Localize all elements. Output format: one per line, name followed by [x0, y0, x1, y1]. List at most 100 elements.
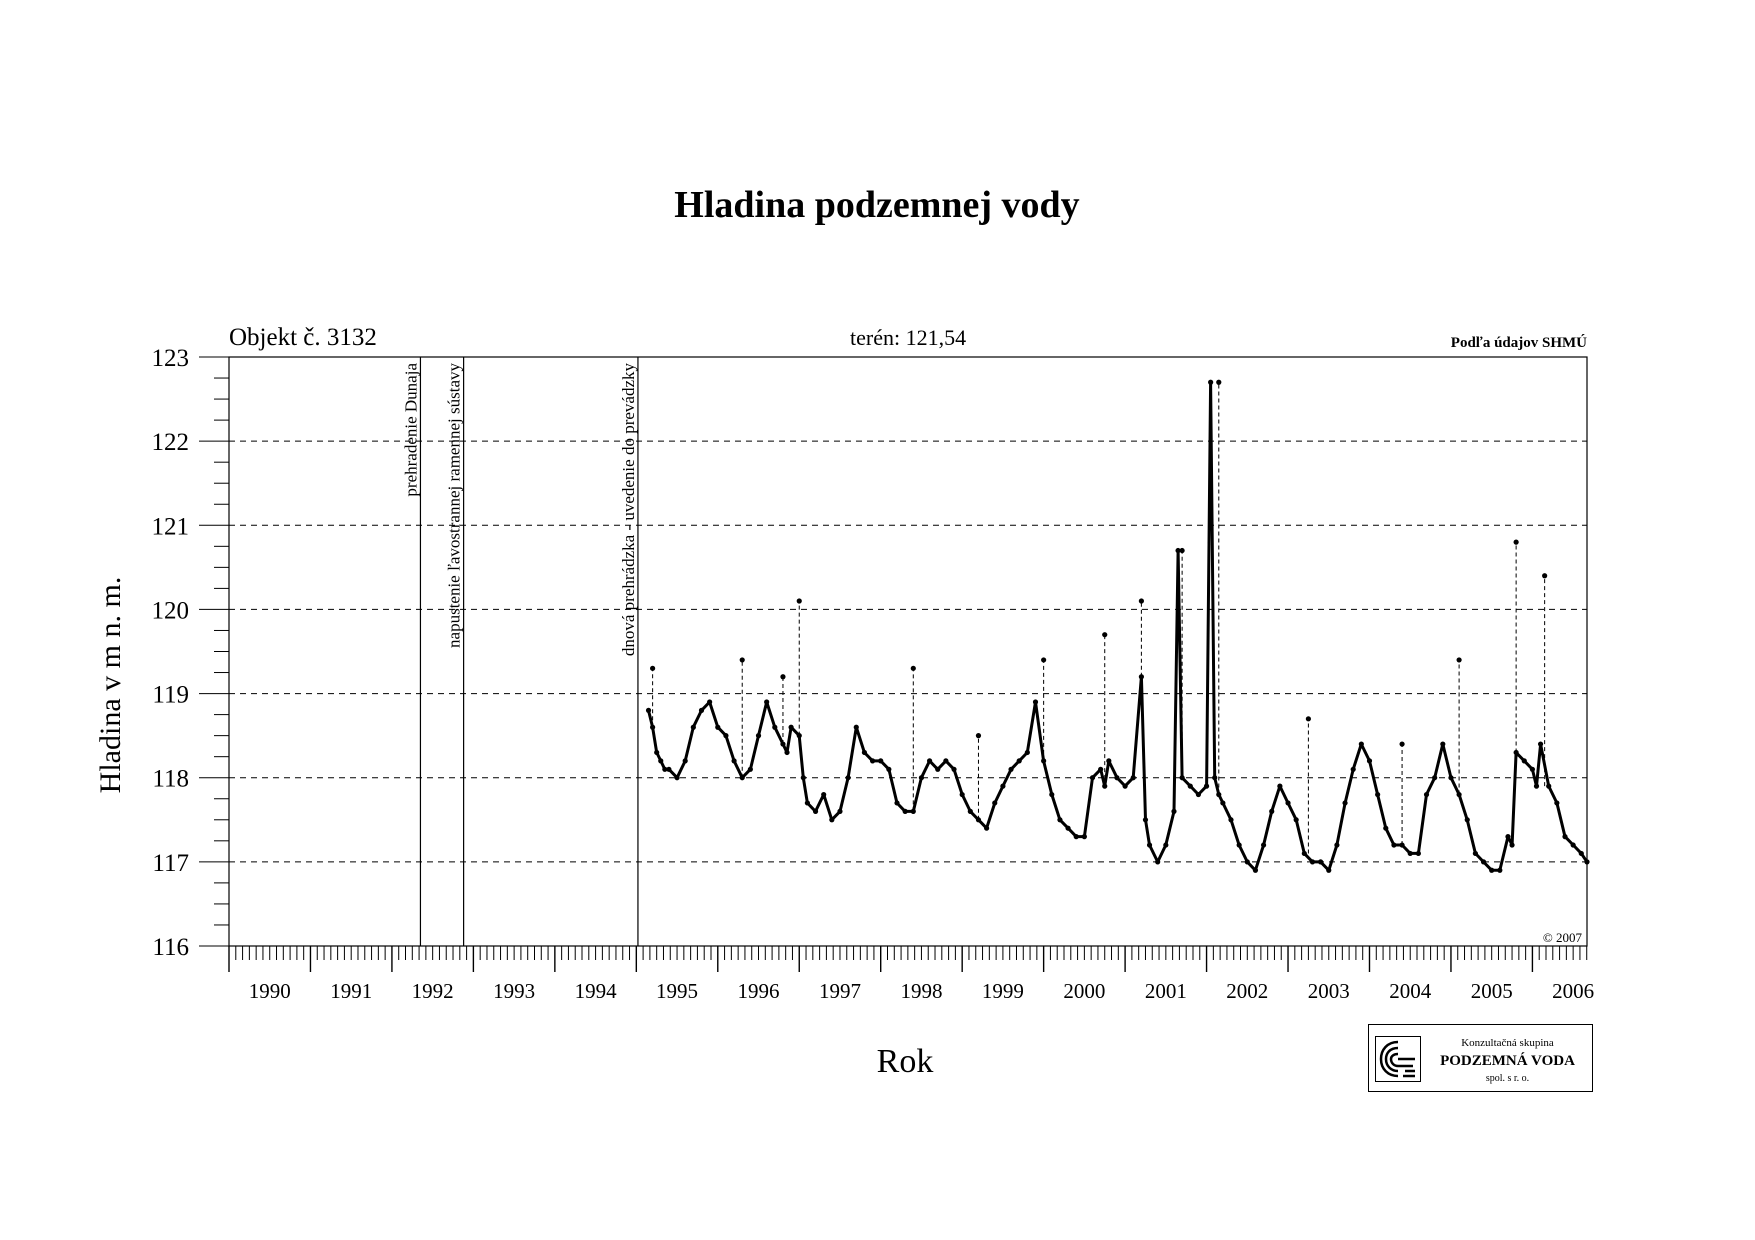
- spike-point: [1456, 657, 1462, 663]
- data-point: [1472, 850, 1478, 857]
- data-point: [1195, 791, 1202, 798]
- plot-frame: [228, 356, 1588, 947]
- spike-point: [780, 674, 786, 680]
- data-point: [1032, 699, 1039, 705]
- data-point: [1464, 817, 1470, 823]
- data-point: [1366, 758, 1373, 764]
- data-point: [764, 699, 770, 705]
- spike-point: [910, 665, 916, 671]
- y-axis-label: Hladina v m n. m.: [94, 577, 127, 794]
- data-point: [796, 733, 802, 739]
- data-point: [1570, 842, 1576, 848]
- data-point: [1415, 850, 1421, 857]
- data-point: [1301, 850, 1307, 857]
- data-point: [1533, 783, 1540, 789]
- logo-line-2: PODZEMNÁ VODA: [1440, 1053, 1575, 1069]
- spike-point: [1542, 573, 1548, 579]
- data-point: [1448, 775, 1454, 781]
- data-point: [1546, 783, 1552, 789]
- data-point: [788, 724, 794, 730]
- data-point: [1554, 800, 1560, 806]
- data-point: [1342, 800, 1348, 806]
- data-point: [804, 800, 810, 806]
- data-point: [1073, 834, 1079, 840]
- data-point: [707, 699, 713, 705]
- data-point: [943, 758, 949, 764]
- data-point: [682, 758, 688, 764]
- event-label: napustenie ľavostrannej ramennej sústavy: [445, 363, 464, 648]
- data-point: [784, 749, 790, 756]
- spike-point: [1513, 539, 1519, 545]
- data-point: [1509, 842, 1515, 848]
- data-point: [1114, 775, 1120, 781]
- data-point: [1326, 867, 1332, 873]
- data-point: [690, 724, 696, 730]
- data-point: [853, 724, 859, 730]
- data-point: [1244, 859, 1250, 865]
- data-point: [1049, 791, 1055, 798]
- data-point: [837, 808, 843, 814]
- data-point: [1228, 817, 1234, 823]
- y-axis: 116 117 118 119 120 121 122 123: [152, 345, 229, 961]
- data-point: [1521, 758, 1527, 764]
- y-tick-label: 119: [152, 682, 189, 709]
- data-point: [1293, 817, 1299, 823]
- data-point: [1089, 775, 1096, 781]
- data-point: [1269, 808, 1275, 814]
- data-point: [869, 758, 876, 764]
- data-point: [1146, 842, 1153, 848]
- data-point: [1203, 783, 1210, 789]
- data-point: [731, 758, 737, 764]
- data-point: [747, 766, 753, 772]
- company-logo: Konzultačná skupina PODZEMNÁ VODA spol. …: [1368, 1024, 1593, 1092]
- water-level-series: [645, 379, 1590, 873]
- data-point: [1440, 741, 1446, 747]
- x-tick-label: 2006: [1552, 979, 1594, 1003]
- data-point: [878, 758, 884, 764]
- x-tick-label: 2000: [1063, 979, 1105, 1003]
- data-point: [1142, 817, 1149, 823]
- data-point: [698, 707, 705, 714]
- event-label: dnová prehrádzka - uvedenie do prevádzky: [619, 363, 638, 657]
- spike-point: [650, 665, 656, 671]
- data-point: [1489, 867, 1495, 873]
- data-point: [1432, 775, 1438, 781]
- y-tick-label: 118: [152, 766, 189, 793]
- x-tick-label: 2004: [1389, 979, 1432, 1003]
- x-tick-label: 1998: [900, 979, 942, 1003]
- data-point: [1212, 775, 1218, 781]
- data-point: [1318, 859, 1324, 865]
- spike-point: [1041, 657, 1047, 663]
- data-point: [1000, 783, 1006, 789]
- data-point: [1098, 766, 1104, 772]
- data-point: [910, 808, 916, 814]
- event-markers: prehradenie Dunaja napustenie ľavostranne…: [401, 357, 639, 946]
- x-tick-label: 2003: [1308, 979, 1350, 1003]
- data-point: [654, 749, 660, 756]
- terrain-label: terén: 121,54: [850, 325, 966, 350]
- source-label: Podľa údajov SHMÚ: [1451, 334, 1587, 351]
- y-tick-label: 122: [152, 429, 190, 456]
- data-point: [829, 817, 835, 823]
- data-point: [1179, 775, 1185, 781]
- spike-point: [1102, 632, 1108, 638]
- data-point: [1081, 834, 1087, 840]
- data-point: [918, 775, 925, 781]
- x-tick-label: 1992: [412, 979, 454, 1003]
- data-point: [1375, 791, 1381, 798]
- data-point: [1529, 766, 1536, 772]
- data-point: [1423, 791, 1430, 798]
- data-point: [1130, 775, 1136, 781]
- data-point: [650, 724, 656, 730]
- x-tick-label: 2001: [1145, 979, 1187, 1003]
- data-point: [800, 775, 806, 781]
- chart-title: Hladina podzemnej vody: [674, 184, 1079, 226]
- spike-point: [1399, 741, 1405, 747]
- data-point: [992, 800, 998, 806]
- data-point: [1277, 783, 1283, 789]
- y-tick-label: 123: [152, 345, 190, 372]
- data-point: [1236, 842, 1242, 848]
- data-point: [1155, 859, 1161, 865]
- x-tick-label: 1996: [738, 979, 780, 1003]
- data-point: [1407, 850, 1413, 857]
